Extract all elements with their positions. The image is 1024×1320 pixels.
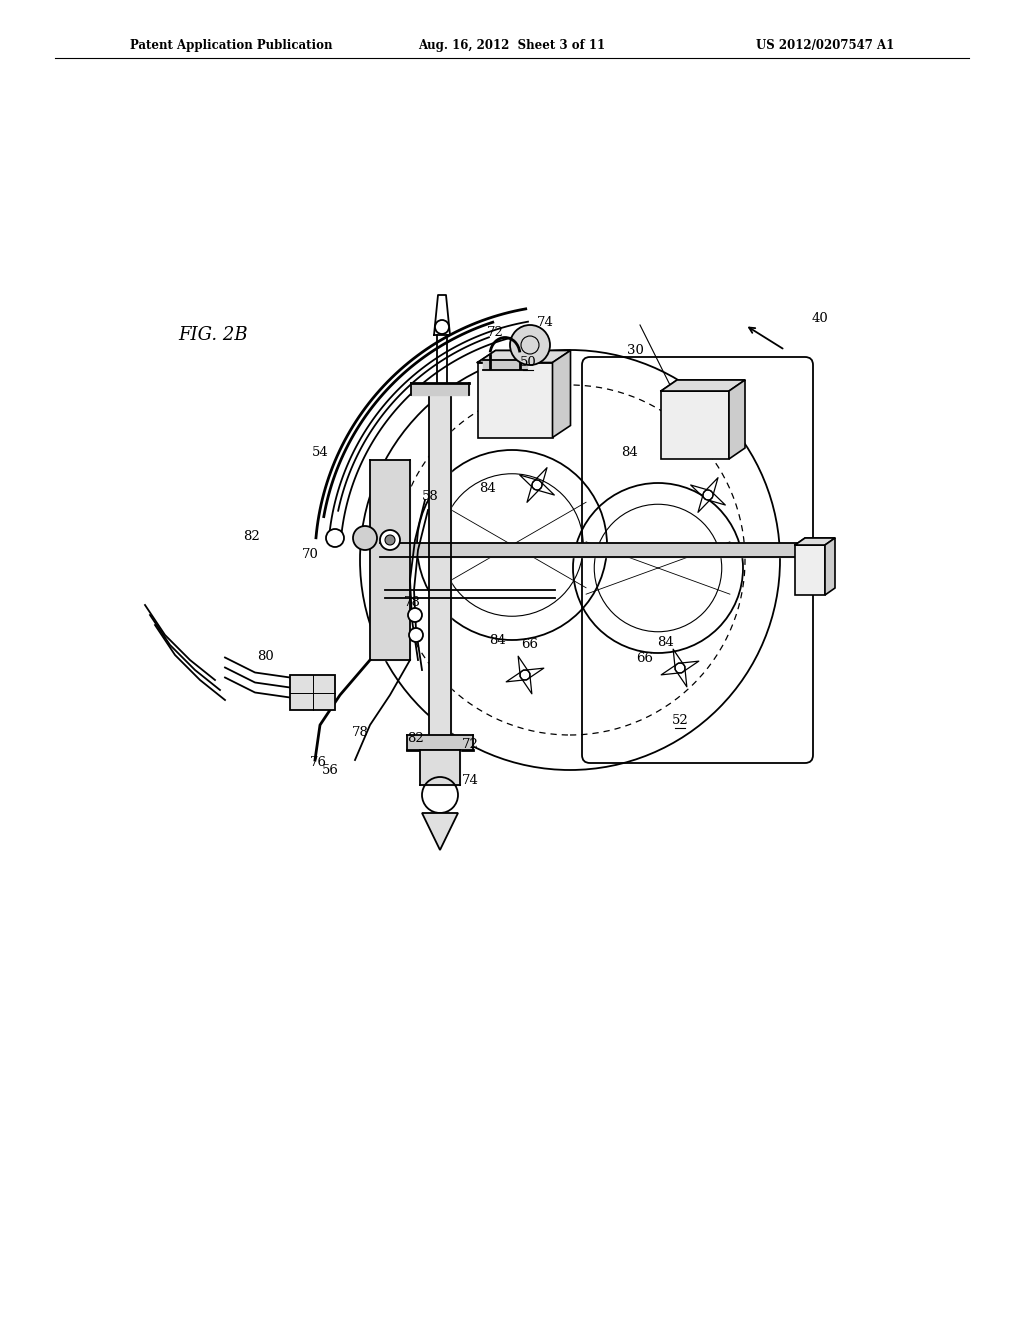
Polygon shape	[420, 750, 460, 785]
Polygon shape	[795, 539, 835, 545]
Circle shape	[520, 671, 530, 680]
Text: 58: 58	[422, 491, 438, 503]
Text: 84: 84	[479, 482, 497, 495]
Text: 84: 84	[622, 446, 638, 459]
Circle shape	[326, 529, 344, 546]
Circle shape	[510, 325, 550, 366]
Polygon shape	[662, 380, 745, 391]
Text: 84: 84	[489, 634, 507, 647]
Text: US 2012/0207547 A1: US 2012/0207547 A1	[756, 38, 894, 51]
Text: 72: 72	[486, 326, 504, 339]
Bar	[795, 545, 825, 595]
Circle shape	[532, 480, 542, 490]
Polygon shape	[477, 351, 570, 363]
Bar	[662, 391, 729, 459]
Text: 30: 30	[627, 343, 643, 356]
Polygon shape	[407, 735, 473, 750]
Circle shape	[409, 628, 423, 642]
Text: Patent Application Publication: Patent Application Publication	[130, 38, 333, 51]
Text: Aug. 16, 2012  Sheet 3 of 11: Aug. 16, 2012 Sheet 3 of 11	[419, 38, 605, 51]
Bar	[290, 675, 335, 710]
Text: 78: 78	[351, 726, 369, 739]
Circle shape	[408, 609, 422, 622]
Text: 40: 40	[812, 312, 828, 325]
Polygon shape	[729, 380, 745, 459]
Text: 54: 54	[311, 446, 329, 459]
Circle shape	[435, 319, 449, 334]
Circle shape	[380, 531, 400, 550]
Text: 76: 76	[309, 755, 327, 768]
Text: 78: 78	[403, 597, 421, 610]
Text: FIG. 2B: FIG. 2B	[178, 326, 248, 345]
Text: 56: 56	[322, 763, 339, 776]
Text: 66: 66	[637, 652, 653, 664]
Polygon shape	[380, 543, 810, 557]
Circle shape	[703, 490, 713, 500]
Polygon shape	[483, 360, 527, 370]
Text: 82: 82	[407, 731, 423, 744]
Text: 66: 66	[521, 639, 539, 652]
Polygon shape	[412, 383, 469, 395]
Bar	[477, 363, 553, 437]
Text: 72: 72	[462, 738, 478, 751]
Text: 82: 82	[244, 531, 260, 544]
Circle shape	[675, 663, 685, 673]
Circle shape	[385, 535, 395, 545]
Text: 50: 50	[519, 355, 537, 368]
Polygon shape	[553, 351, 570, 437]
Text: 74: 74	[537, 315, 553, 329]
Text: 84: 84	[656, 636, 674, 649]
Polygon shape	[825, 539, 835, 595]
Circle shape	[353, 525, 377, 550]
Text: 74: 74	[462, 774, 478, 787]
Text: 52: 52	[672, 714, 688, 726]
Polygon shape	[370, 459, 410, 660]
Text: 70: 70	[301, 549, 318, 561]
Polygon shape	[422, 813, 458, 850]
Polygon shape	[429, 395, 451, 744]
Text: 80: 80	[257, 651, 273, 664]
